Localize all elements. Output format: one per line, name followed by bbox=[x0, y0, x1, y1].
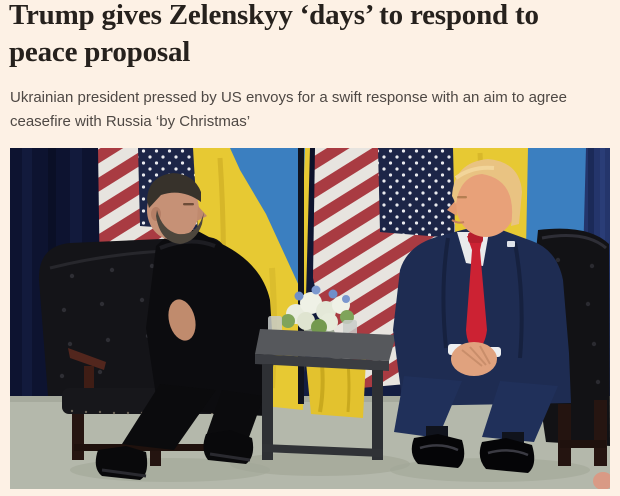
coffee-table bbox=[255, 285, 396, 460]
flag-pin bbox=[507, 241, 515, 247]
article-headline: Trump gives Zelenskyy ‘days’ to respond … bbox=[9, 0, 539, 68]
trump-tie bbox=[466, 236, 487, 351]
photo-illustration bbox=[10, 148, 610, 489]
trump-figure bbox=[393, 159, 571, 473]
bystander-hand bbox=[593, 472, 610, 489]
flower-arrangement bbox=[281, 285, 354, 335]
zelenskyy-figure bbox=[95, 173, 274, 480]
trump-hair bbox=[452, 159, 522, 226]
article-standfirst: Ukrainian president pressed by US envoys… bbox=[10, 89, 567, 130]
article-photo bbox=[10, 148, 610, 489]
